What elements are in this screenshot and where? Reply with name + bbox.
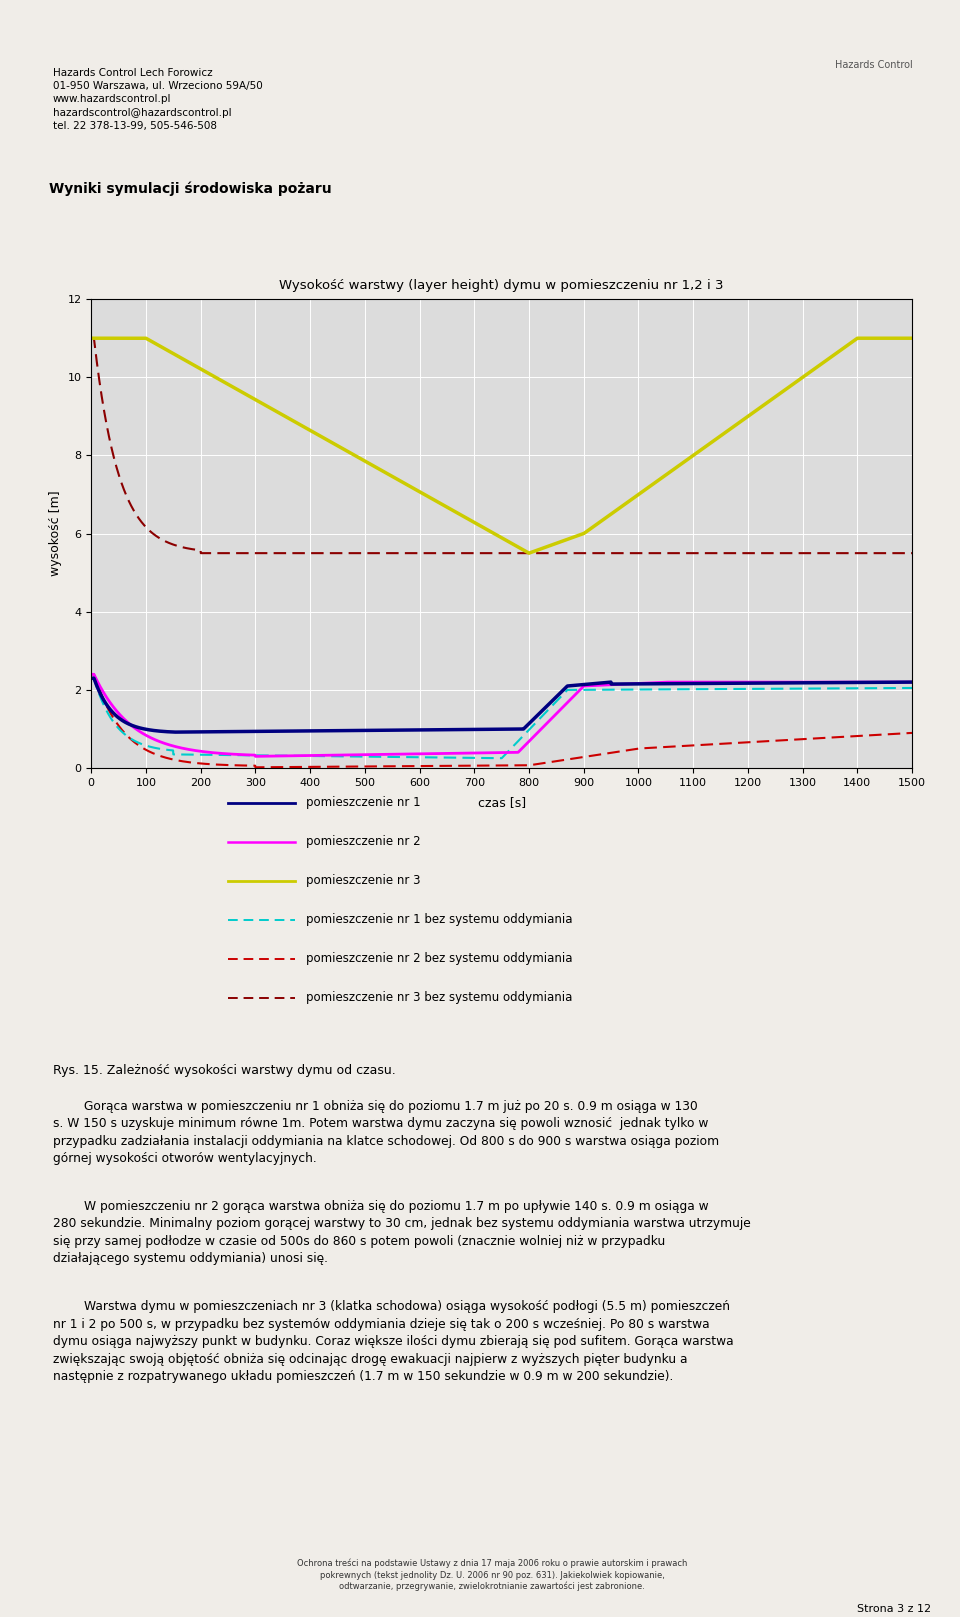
Text: pomieszczenie nr 2 bez systemu oddymiania: pomieszczenie nr 2 bez systemu oddymiani… xyxy=(306,952,572,965)
Text: Hazards Control: Hazards Control xyxy=(835,60,913,70)
Text: Hazards Control Lech Forowicz
01-950 Warszawa, ul. Wrzeciono 59A/50
www.hazardsc: Hazards Control Lech Forowicz 01-950 War… xyxy=(53,68,262,131)
Title: Wysokość warstwy (layer height) dymu w pomieszczeniu nr 1,2 i 3: Wysokość warstwy (layer height) dymu w p… xyxy=(279,280,724,293)
Y-axis label: wysokość [m]: wysokość [m] xyxy=(49,492,61,576)
Text: Strona 3 z 12: Strona 3 z 12 xyxy=(857,1604,931,1614)
Text: pomieszczenie nr 3: pomieszczenie nr 3 xyxy=(306,875,420,888)
Text: Warstwa dymu w pomieszczeniach nr 3 (klatka schodowa) osiąga wysokość podłogi (5: Warstwa dymu w pomieszczeniach nr 3 (kla… xyxy=(53,1300,733,1383)
Text: pomieszczenie nr 2: pomieszczenie nr 2 xyxy=(306,834,420,847)
Text: Ochrona treści na podstawie Ustawy z dnia 17 maja 2006 roku o prawie autorskim i: Ochrona treści na podstawie Ustawy z dni… xyxy=(297,1559,687,1591)
Text: pomieszczenie nr 1: pomieszczenie nr 1 xyxy=(306,796,420,808)
Text: pomieszczenie nr 3 bez systemu oddymiania: pomieszczenie nr 3 bez systemu oddymiani… xyxy=(306,991,572,1004)
Text: W pomieszczeniu nr 2 gorąca warstwa obniża się do poziomu 1.7 m po upływie 140 s: W pomieszczeniu nr 2 gorąca warstwa obni… xyxy=(53,1200,751,1266)
Text: Rys. 15. Zależność wysokości warstwy dymu od czasu.: Rys. 15. Zależność wysokości warstwy dym… xyxy=(53,1064,396,1077)
Text: Wyniki symulacji środowiska pożaru: Wyniki symulacji środowiska pożaru xyxy=(49,183,331,196)
Text: Gorąca warstwa w pomieszczeniu nr 1 obniża się do poziomu 1.7 m już po 20 s. 0.9: Gorąca warstwa w pomieszczeniu nr 1 obni… xyxy=(53,1100,719,1166)
X-axis label: czas [s]: czas [s] xyxy=(477,796,526,808)
Text: pomieszczenie nr 1 bez systemu oddymiania: pomieszczenie nr 1 bez systemu oddymiani… xyxy=(306,914,572,927)
